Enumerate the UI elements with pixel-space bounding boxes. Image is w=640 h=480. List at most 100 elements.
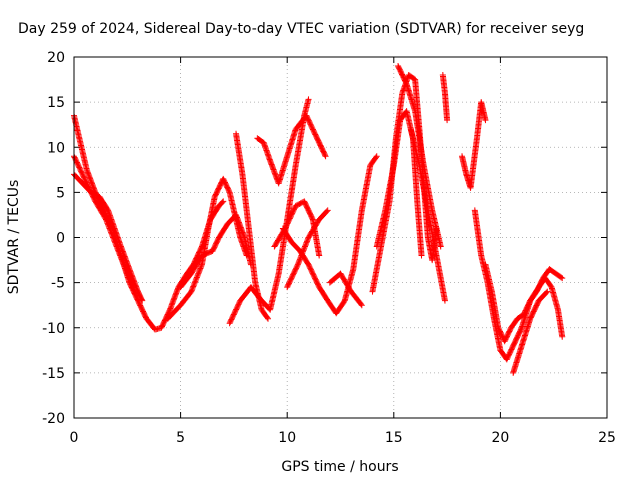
data-point [121,264,128,271]
data-point [227,318,234,325]
data-point [559,333,566,340]
data-point [311,130,318,137]
data-point [190,282,197,289]
data-point [105,222,112,229]
data-point [196,268,203,275]
series-N [373,108,425,259]
data-point [290,206,297,213]
data-point [229,313,236,320]
data-point [441,297,448,304]
y-tick-label: -20 [42,411,65,427]
data-point [78,168,85,175]
data-point [312,132,319,139]
data-point [77,167,84,174]
data-point [306,264,313,271]
data-point [303,238,310,245]
data-point [311,274,318,281]
series-G [233,130,272,322]
data-point [313,279,320,286]
x-tick-label: 5 [176,430,185,446]
data-point [314,281,321,288]
data-point [75,163,82,170]
data-point [309,126,316,133]
series-S [471,207,566,363]
data-point [288,274,295,281]
data-point [283,222,290,229]
data-point [286,215,293,222]
data-point [220,198,227,205]
series-R [459,99,489,191]
data-point [79,172,86,179]
data-point [294,261,301,268]
data-point [195,270,202,277]
data-point [189,284,196,291]
data-point [291,267,298,274]
data-point [310,127,317,134]
data-point [76,165,83,172]
series-Q [439,72,451,124]
x-tick-label: 15 [385,430,403,446]
data-point [289,210,296,217]
data-point [314,280,321,287]
data-points [71,63,566,376]
data-point [298,251,305,258]
data-point [235,301,242,308]
data-point [290,271,297,278]
data-point [323,208,330,215]
series-C [71,171,146,304]
data-point [297,255,304,262]
data-point [282,224,289,231]
data-point [322,153,329,160]
data-point [219,199,226,206]
data-point [193,274,200,281]
data-point [296,257,303,264]
data-point [310,271,317,278]
data-point [300,246,307,253]
data-point [295,260,302,267]
data-point [316,252,323,259]
data-point [139,297,146,304]
data-point [284,284,291,291]
data-point [298,252,305,259]
data-point [286,216,293,223]
data-point [193,275,200,282]
data-point [303,112,310,119]
data-point [543,289,550,296]
data-point [79,170,86,177]
data-point [194,273,201,280]
data-point [82,178,89,185]
data-point [72,155,79,162]
data-point [196,266,203,273]
data-point [358,302,365,309]
y-tick-label: -5 [51,276,65,292]
data-point [81,174,88,181]
data-point [285,281,292,288]
data-point [228,316,235,323]
data-point [444,117,451,124]
data-point [308,123,315,130]
data-point [287,214,294,221]
data-point [304,115,311,122]
data-point [311,128,318,135]
y-tick-label: 0 [56,231,65,247]
data-point [305,96,312,103]
data-point [74,160,81,167]
data-point [120,261,127,268]
data-point [307,266,314,273]
data-point [300,247,307,254]
data-point [313,277,320,284]
data-point [103,217,110,224]
series-O [395,63,444,250]
data-point [312,275,319,282]
data-point [299,249,306,256]
data-point [312,131,319,138]
y-tick-label: -10 [42,321,65,337]
data-point [188,288,195,295]
data-point [291,205,298,212]
data-point [302,242,309,249]
data-point [102,216,109,223]
data-point [310,272,317,279]
data-point [418,252,425,259]
data-point [123,269,130,276]
